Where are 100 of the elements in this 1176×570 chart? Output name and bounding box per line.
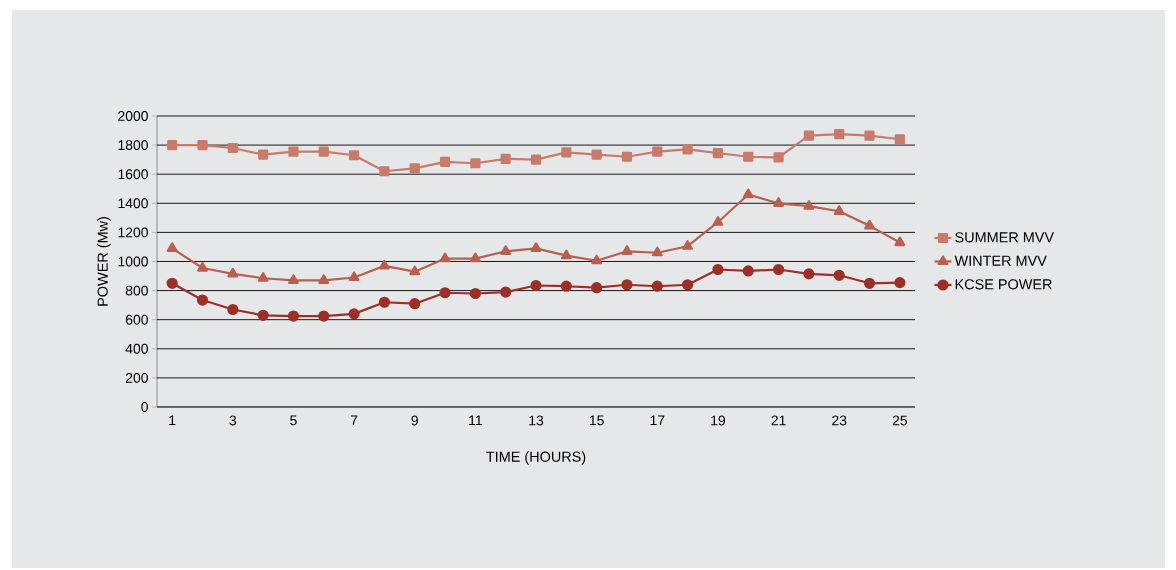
point [560,280,572,292]
point [712,263,724,276]
point [561,147,572,158]
y-tick-label: 600 [125,314,148,325]
x-tick-label: 5 [290,415,297,426]
y-tick-label: 1600 [118,169,148,180]
x-tick-label: 17 [650,415,665,426]
point [378,259,390,270]
point [803,268,815,280]
point [500,153,511,165]
y-tick-label: 2000 [118,111,148,121]
point [439,287,451,299]
x-tick-label: 7 [350,415,358,426]
legend-label: KCSE POWER [955,279,1052,290]
point [197,139,208,151]
x-tick-label: 19 [711,415,726,426]
x-tick-label: 15 [589,415,604,426]
x-tick-label: 21 [771,415,786,426]
point [803,200,815,210]
point [742,188,754,199]
y-axis-title: POWER (Mw) [97,217,111,306]
point [894,134,905,145]
point [348,308,360,320]
point [469,252,481,263]
point [682,144,693,155]
point [834,129,845,140]
point [379,166,390,177]
point [651,280,663,292]
point [591,149,602,160]
point [560,249,572,260]
point [227,267,239,278]
point [166,242,178,252]
point [318,274,330,284]
point [257,309,269,321]
y-tick-label: 1000 [118,256,148,267]
y-tick-label: 200 [125,372,148,383]
point [348,271,360,282]
point [530,279,542,292]
point [288,146,299,157]
point [257,272,269,282]
x-tick-label: 13 [529,415,544,426]
point [772,263,785,276]
point [167,139,178,151]
x-tick-label: 3 [229,415,237,426]
point [894,276,906,289]
point [166,277,178,289]
x-tick-label: 23 [832,415,847,426]
point [652,146,663,157]
point [530,154,542,165]
point [287,310,300,322]
point [258,149,269,160]
y-tick-label: 1400 [118,198,148,209]
point [864,219,875,230]
y-tick-label: 1200 [118,227,148,238]
legend-label: WINTER MVV [954,255,1047,266]
y-tick-label: 400 [125,343,148,354]
point [439,252,451,263]
point [318,146,329,157]
point [682,279,694,291]
y-tick-label: 0 [141,402,148,412]
point [409,298,421,310]
x-axis-title: TIME (HOURS) [486,451,586,465]
point [227,303,239,316]
point [803,130,814,141]
point [378,296,391,308]
x-tick-label: 25 [892,415,908,426]
point [742,265,754,277]
point [743,151,754,162]
point [863,277,876,289]
point [591,282,603,294]
point [621,279,633,291]
point [621,151,633,162]
y-tick-label: 1800 [118,140,148,151]
x-tick-label: 1 [169,415,176,426]
point [712,147,724,159]
point [470,158,481,169]
point [409,163,420,174]
point [439,156,451,167]
point [197,261,208,272]
point [469,287,481,300]
point [682,240,694,250]
point [894,236,906,247]
point [621,245,633,255]
point [530,242,542,252]
x-tick-label: 9 [411,415,418,426]
point [500,286,512,298]
point [348,150,360,161]
point [773,152,784,163]
point [500,245,512,255]
legend-label: SUMMER MVV [955,232,1054,243]
point [227,142,238,154]
point [651,246,663,257]
point [773,197,784,207]
point [833,269,845,281]
point [318,310,330,322]
point [288,274,299,284]
point [833,205,845,215]
point [409,265,421,276]
point [196,294,209,306]
point [591,254,603,265]
